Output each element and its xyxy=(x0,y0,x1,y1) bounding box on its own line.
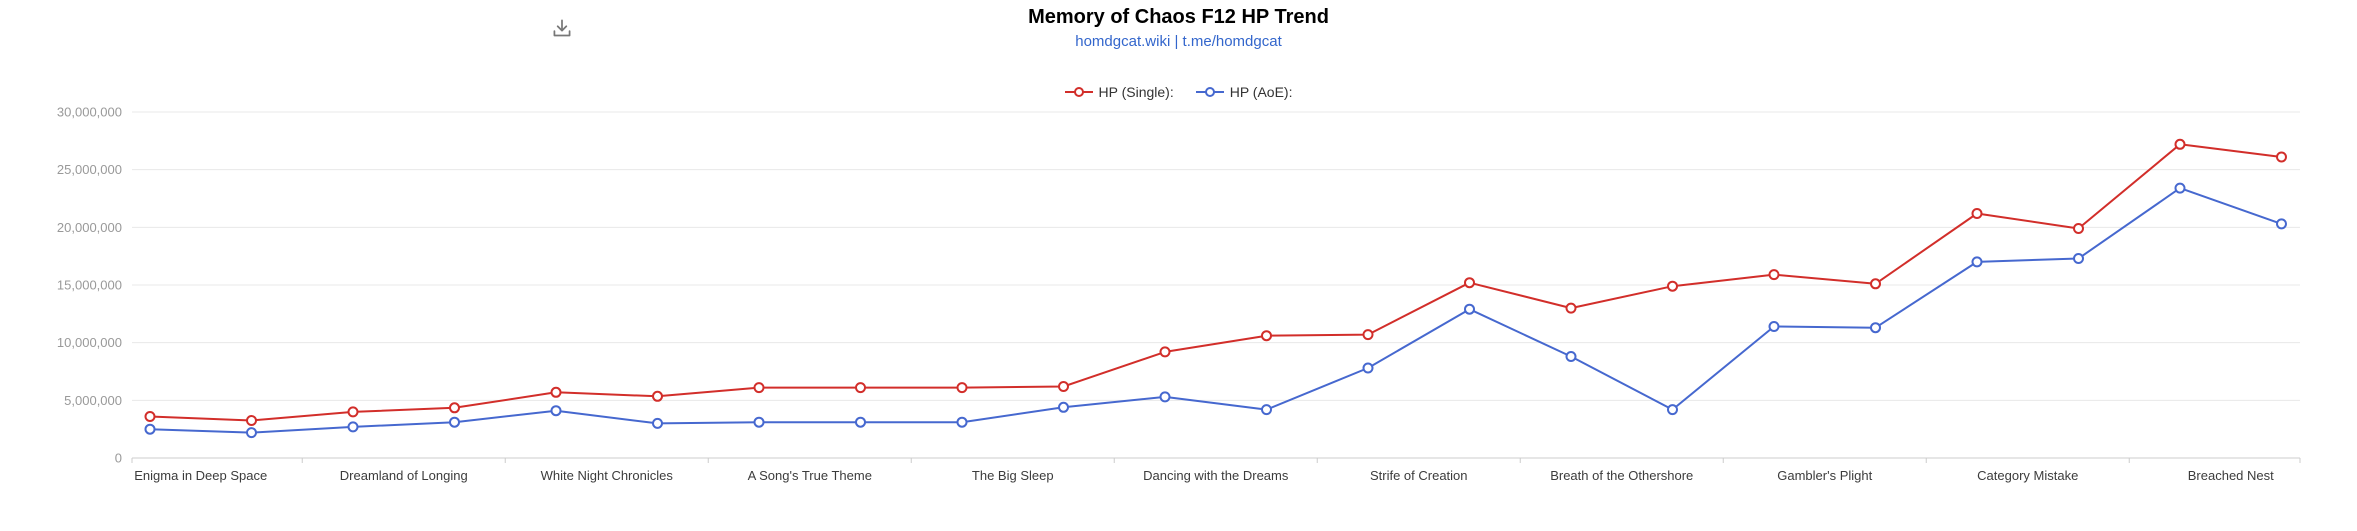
chart-legend: HP (Single): HP (AoE): xyxy=(0,84,2357,100)
svg-text:White Night Chronicles: White Night Chronicles xyxy=(541,468,674,483)
svg-text:Strife of Creation: Strife of Creation xyxy=(1370,468,1468,483)
svg-text:25,000,000: 25,000,000 xyxy=(57,162,122,177)
legend-label: HP (Single): xyxy=(1098,84,1174,100)
svg-text:Breached Nest: Breached Nest xyxy=(2188,468,2274,483)
svg-text:15,000,000: 15,000,000 xyxy=(57,278,122,293)
legend-item-hp-single[interactable]: HP (Single): xyxy=(1064,84,1174,100)
legend-label: HP (AoE): xyxy=(1229,84,1293,100)
svg-text:Breath of the Othershore: Breath of the Othershore xyxy=(1550,468,1693,483)
svg-text:Gambler's Plight: Gambler's Plight xyxy=(1777,468,1872,483)
svg-text:20,000,000: 20,000,000 xyxy=(57,220,122,235)
svg-text:Category Mistake: Category Mistake xyxy=(1977,468,2078,483)
svg-text:Dancing with the Dreams: Dancing with the Dreams xyxy=(1143,468,1289,483)
svg-text:0: 0 xyxy=(115,451,122,466)
svg-text:30,000,000: 30,000,000 xyxy=(57,105,122,120)
download-image-button[interactable] xyxy=(548,16,576,44)
svg-text:Dreamland of Longing: Dreamland of Longing xyxy=(340,468,468,483)
download-icon xyxy=(549,19,575,45)
svg-text:A Song's True Theme: A Song's True Theme xyxy=(748,468,872,483)
legend-item-hp-aoe[interactable]: HP (AoE): xyxy=(1195,84,1293,100)
svg-text:5,000,000: 5,000,000 xyxy=(64,393,122,408)
page-title: Memory of Chaos F12 HP Trend xyxy=(1028,6,1329,28)
svg-text:10,000,000: 10,000,000 xyxy=(57,335,122,350)
svg-text:The Big Sleep: The Big Sleep xyxy=(972,468,1054,483)
line-series-marker-icon xyxy=(1064,86,1093,98)
svg-text:Enigma in Deep Space: Enigma in Deep Space xyxy=(134,468,267,483)
subtitle-link[interactable]: homdgcat.wiki | t.me/homdgcat xyxy=(1075,33,1282,50)
line-series-marker-icon xyxy=(1195,86,1224,98)
